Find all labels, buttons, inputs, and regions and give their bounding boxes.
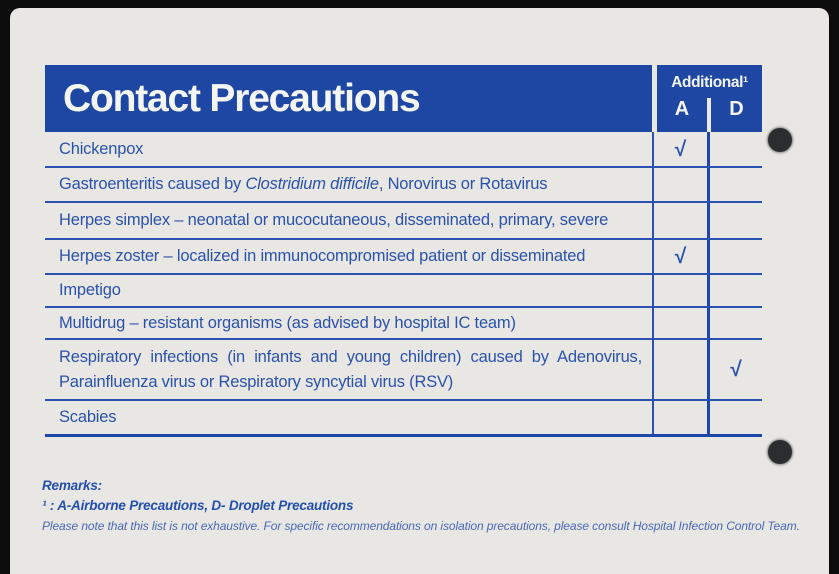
check-cell-a [652, 275, 707, 306]
page-title: Contact Precautions [63, 76, 421, 120]
table-row: Gastroenteritis caused by Clostridium di… [45, 168, 762, 203]
disease-cell: Multidrug – resistant organisms (as advi… [59, 313, 516, 332]
check-cell-d [707, 308, 762, 338]
column-d-label: D [729, 98, 744, 120]
check-cell-a [652, 340, 707, 399]
table-row: Scabies [45, 401, 762, 437]
column-letters-row: A D [657, 98, 762, 132]
check-cell-a: √ [652, 240, 707, 273]
remarks-section: Remarks: ¹ : A-Airborne Precautions, D- … [42, 478, 812, 533]
table-row: Herpes simplex – neonatal or mucocutaneo… [45, 203, 762, 240]
hole-punch-bottom [768, 440, 792, 464]
check-cell-d [707, 240, 762, 273]
check-cell-d: √ [707, 340, 762, 399]
title-band: Contact Precautions [45, 65, 652, 132]
table-row: Multidrug – resistant organisms (as advi… [45, 308, 762, 340]
checkmark: √ [674, 137, 687, 161]
checkmark: √ [674, 245, 687, 268]
check-cell-a [652, 401, 707, 434]
additional-label: Additional¹ [671, 74, 748, 91]
disease-cell: Respiratory infections (in infants and y… [59, 347, 642, 391]
checkmark: √ [730, 358, 742, 381]
disease-cell: Scabies [59, 408, 117, 427]
table-row: Chickenpox √ [45, 132, 762, 168]
table-row: Impetigo [45, 275, 762, 308]
disclaimer-note: Please note that this list is not exhaus… [42, 519, 800, 533]
check-cell-a: √ [652, 132, 707, 166]
table-header: Contact Precautions Additional¹ A D [45, 65, 762, 132]
precautions-card: Contact Precautions Additional¹ A D Chic… [10, 8, 829, 574]
check-cell-a [652, 168, 707, 201]
hole-punch-top [768, 128, 792, 152]
table-row: Herpes zoster – localized in immunocompr… [45, 240, 762, 275]
check-cell-d [707, 132, 762, 166]
check-cell-a [652, 308, 707, 338]
header-divider [652, 65, 657, 132]
check-cell-d [707, 275, 762, 306]
disease-cell: Herpes zoster – localized in immunocompr… [59, 247, 586, 266]
check-cell-d [707, 401, 762, 434]
disease-cell: Gastroenteritis caused by Clostridium di… [59, 175, 548, 194]
table-row: Respiratory infections (in infants and y… [45, 340, 762, 401]
check-cell-d [707, 168, 762, 201]
check-cell-a [652, 203, 707, 238]
remarks-heading: Remarks: [42, 478, 102, 493]
additional-columns-header: Additional¹ A D [657, 65, 762, 132]
check-cell-d [707, 203, 762, 238]
precautions-table: Chickenpox √ Gastroenteritis caused by Clo… [45, 132, 762, 437]
footnote-legend: ¹ : A-Airborne Precautions, D- Droplet P… [42, 498, 354, 513]
column-a-label: A [674, 98, 690, 120]
column-separator [707, 98, 711, 132]
disease-cell: Chickenpox [59, 139, 144, 158]
disease-cell: Herpes simplex – neonatal or mucocutaneo… [59, 211, 609, 230]
disease-cell: Impetigo [59, 281, 121, 300]
